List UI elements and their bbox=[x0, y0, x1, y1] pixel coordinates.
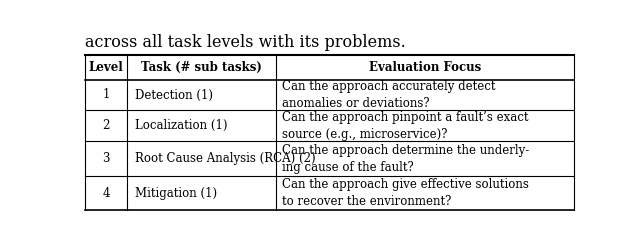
Text: Detection (1): Detection (1) bbox=[134, 89, 212, 101]
Text: 1: 1 bbox=[102, 89, 109, 101]
Text: Can the approach give effective solutions
to recover the environment?: Can the approach give effective solution… bbox=[282, 178, 529, 208]
Text: 4: 4 bbox=[102, 187, 110, 199]
Text: across all task levels with its problems.: across all task levels with its problems… bbox=[85, 34, 406, 51]
Text: Localization (1): Localization (1) bbox=[134, 119, 227, 132]
Text: Can the approach pinpoint a fault’s exact
source (e.g., microservice)?: Can the approach pinpoint a fault’s exac… bbox=[282, 111, 529, 141]
Text: Can the approach determine the underly-
ing cause of the fault?: Can the approach determine the underly- … bbox=[282, 144, 529, 174]
Text: Task (# sub tasks): Task (# sub tasks) bbox=[141, 61, 262, 74]
Text: Can the approach accurately detect
anomalies or deviations?: Can the approach accurately detect anoma… bbox=[282, 80, 495, 110]
Text: 3: 3 bbox=[102, 152, 110, 165]
Text: 2: 2 bbox=[102, 119, 109, 132]
Text: Root Cause Analysis (RCA) (2): Root Cause Analysis (RCA) (2) bbox=[134, 152, 315, 165]
Text: Level: Level bbox=[89, 61, 124, 74]
Text: Evaluation Focus: Evaluation Focus bbox=[369, 61, 481, 74]
Text: Mitigation (1): Mitigation (1) bbox=[134, 187, 217, 199]
